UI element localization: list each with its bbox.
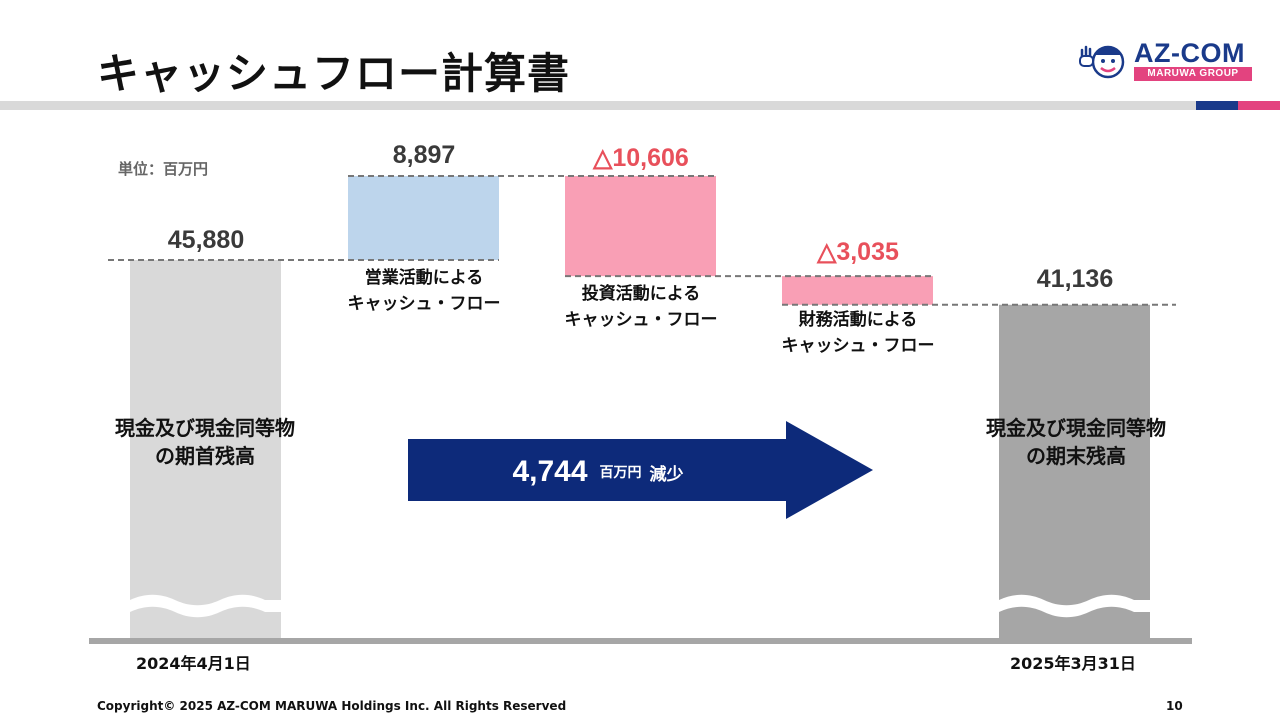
- axis-break-wave-closing: [999, 594, 1150, 618]
- value-label-financing: △3,035: [817, 238, 899, 266]
- baseline-axis: [89, 638, 1192, 644]
- header-accent-blue: [1196, 101, 1238, 110]
- logo-wordmark: AZ-COM: [1134, 38, 1245, 68]
- value-label-investing: △10,606: [593, 144, 689, 172]
- category-label-investing: 投資活動による キャッシュ・フロー: [564, 284, 718, 330]
- header-accent-pink: [1238, 101, 1280, 110]
- header-divider: [0, 101, 1280, 110]
- value-label-opening: 45,880: [167, 226, 245, 254]
- copyright-footer: Copyright© 2025 AZ-COM MARUWA Holdings I…: [97, 699, 567, 713]
- value-label-closing: 41,136: [1036, 265, 1114, 293]
- decrease-amount: 4,744: [512, 455, 588, 488]
- axis-break-wave-opening: [130, 594, 281, 618]
- bar-financing-cf: [782, 276, 933, 305]
- value-label-operating: 8,897: [392, 141, 456, 169]
- end-date: 2025年3月31日: [1010, 654, 1136, 673]
- category-label-closing: 現金及び現金同等物 の期末残高: [986, 416, 1166, 468]
- logo-subtitle: MARUWA GROUP: [1134, 67, 1252, 81]
- decrease-arrow: [408, 421, 873, 519]
- unit-label: 単位：百万円: [118, 160, 209, 178]
- decrease-summary: 4,744 百万円 減少: [408, 455, 788, 489]
- decrease-word: 減少: [649, 464, 684, 485]
- decrease-unit: 百万円: [599, 465, 642, 481]
- company-logo: AZ-COM MARUWA GROUP: [1078, 38, 1254, 84]
- bar-opening-balance: [130, 260, 281, 640]
- category-label-financing: 財務活動による キャッシュ・フロー: [781, 310, 935, 356]
- bar-closing-balance: [999, 304, 1150, 640]
- bar-operating-cf: [348, 176, 499, 260]
- mascot-icon: [1079, 45, 1125, 79]
- start-date: 2024年4月1日: [136, 654, 251, 673]
- bar-investing-cf: [565, 176, 716, 277]
- category-label-opening: 現金及び現金同等物 の期首残高: [115, 416, 295, 468]
- category-label-operating: 営業活動による キャッシュ・フロー: [347, 268, 501, 314]
- page-title: キャッシュフロー計算書: [97, 49, 571, 98]
- page-number: 10: [1166, 699, 1183, 713]
